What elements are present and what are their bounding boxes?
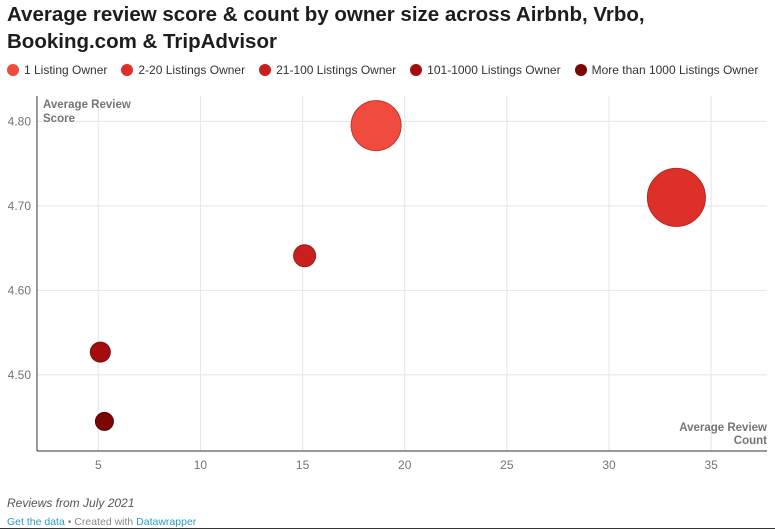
bubble-point [89, 341, 111, 363]
x-tick-label: 20 [398, 458, 412, 472]
legend-item-2-20-listings: 2-20 Listings Owner [121, 63, 245, 77]
chart-title: Average review score & count by owner si… [7, 3, 645, 53]
legend-label: More than 1000 Listings Owner [591, 63, 759, 77]
legend-label: 21-100 Listings Owner [276, 63, 397, 77]
y-tick-label: 4.50 [8, 368, 32, 382]
x-tick-label: 5 [95, 458, 102, 472]
x-tick-label: 30 [602, 458, 616, 472]
x-tick-label: 10 [194, 458, 208, 472]
legend: 1 Listing Owner 2-20 Listings Owner 21-1… [7, 61, 775, 79]
legend-swatch [121, 64, 134, 76]
legend-item-1-listing: 1 Listing Owner [7, 63, 107, 77]
legend-label: 2-20 Listings Owner [138, 63, 246, 77]
x-tick-label: 25 [500, 458, 514, 472]
legend-item-1000-plus-listings: More than 1000 Listings Owner [574, 63, 759, 77]
y-axis-title-line-1: Average Review [43, 99, 131, 111]
bubble-point [350, 100, 402, 152]
chart-note: Reviews from July 2021 [7, 496, 135, 510]
x-tick-label: 35 [704, 458, 718, 472]
legend-swatch [410, 64, 423, 76]
bubble-point [646, 167, 706, 227]
y-tick-label: 4.60 [8, 283, 32, 297]
legend-item-101-1000-listings: 101-1000 Listings Owner [410, 63, 561, 77]
legend-swatch [7, 64, 19, 76]
bubble-point [293, 244, 317, 268]
y-tick-label: 4.70 [8, 199, 32, 213]
chart-footer: Get the data • Created with Datawrapper [7, 516, 196, 528]
legend-swatch [259, 64, 272, 76]
bubble-point [94, 411, 114, 431]
datawrapper-link[interactable]: Datawrapper [136, 516, 197, 528]
x-axis-title-line-1: Average Review [679, 422, 767, 434]
legend-label: 101-1000 Listings Owner [427, 63, 561, 77]
y-axis-title-line-2: Score [43, 113, 75, 125]
footer-separator: • Created with [64, 516, 137, 528]
legend-item-21-100-listings: 21-100 Listings Owner [259, 63, 396, 77]
legend-label: 1 Listing Owner [24, 63, 108, 77]
x-tick-label: 15 [296, 458, 310, 472]
get-data-link[interactable]: Get the data [7, 516, 65, 528]
x-axis-title-line-2: Count [734, 435, 767, 447]
legend-swatch [574, 64, 587, 76]
y-tick-label: 4.80 [8, 114, 32, 128]
